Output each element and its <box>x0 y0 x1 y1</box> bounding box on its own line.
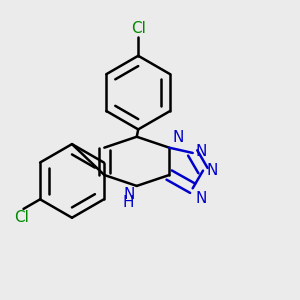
Text: N: N <box>172 130 184 145</box>
Text: N: N <box>196 190 207 206</box>
Text: N: N <box>196 144 207 159</box>
Text: Cl: Cl <box>131 21 146 36</box>
Text: N: N <box>206 163 218 178</box>
Text: Cl: Cl <box>15 210 29 225</box>
Text: H: H <box>123 195 134 210</box>
Text: N: N <box>123 187 134 202</box>
